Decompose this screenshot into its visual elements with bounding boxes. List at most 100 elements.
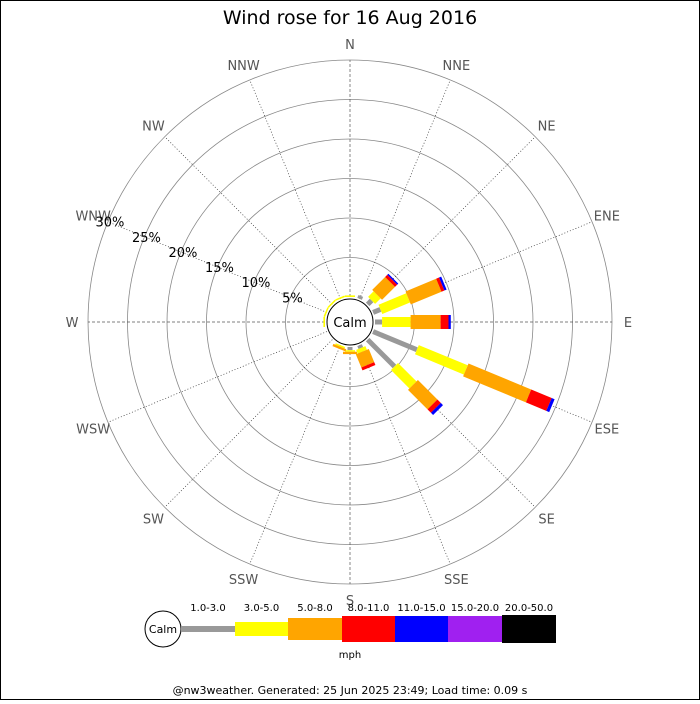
bar-NNW-3.0-5.0 <box>335 295 346 301</box>
ring-label-5: 5% <box>282 291 303 306</box>
bar-SE-3.0-5.0 <box>391 363 417 389</box>
bar-E-11.0-15.0 <box>448 315 451 329</box>
bar-ESE-3.0-5.0 <box>415 345 468 375</box>
legend-swatch-20.0-50.0 <box>502 615 556 643</box>
direction-label-NE: NE <box>538 119 556 134</box>
bar-SE-11.0-15.0 <box>430 402 443 415</box>
legend-label-20.0-50.0: 20.0-50.0 <box>505 603 553 614</box>
direction-label-ESE: ESE <box>594 422 619 437</box>
spoke-NE <box>367 136 536 305</box>
bar-SE-1.0-3.0 <box>365 337 397 369</box>
legend-unit-label: mph <box>339 650 361 661</box>
bar-ENE-1.0-3.0 <box>372 307 382 315</box>
bar-SSE-5.0-8.0 <box>355 349 375 368</box>
legend-swatch-11.0-15.0 <box>395 616 448 642</box>
legend-label-8.0-11.0: 8.0-11.0 <box>348 603 390 614</box>
legend-label-11.0-15.0: 11.0-15.0 <box>397 603 445 614</box>
direction-labels: N NNE NE ENE E ESE SE SSE S SSW SW WSW W WNW NW NNW <box>66 38 633 609</box>
bar-NE-1.0-3.0 <box>365 298 374 307</box>
bar-ESE-1.0-3.0 <box>372 329 418 352</box>
spoke-WNW <box>107 221 328 313</box>
direction-label-W: W <box>66 316 79 331</box>
spoke-NNW <box>249 79 341 300</box>
bar-WNW-3.0-5.0 <box>323 307 329 318</box>
legend-swatch-5.0-8.0 <box>288 618 342 640</box>
legend-swatch-15.0-20.0 <box>448 616 502 642</box>
legend-label-1.0-3.0: 1.0-3.0 <box>190 603 225 614</box>
bar-ENE-3.0-5.0 <box>378 293 410 314</box>
legend-swatch-8.0-11.0 <box>342 616 395 642</box>
ring-label-15: 15% <box>205 261 234 276</box>
bar-S-1.0-3.0 <box>347 347 353 351</box>
bar-NW-3.0-5.0 <box>327 299 336 308</box>
legend-label-15.0-20.0: 15.0-20.0 <box>451 603 499 614</box>
bar-SSE-3.0-5.0 <box>356 346 367 354</box>
ring-15 <box>206 178 494 466</box>
spoke-SSE <box>359 344 451 565</box>
direction-label-N: N <box>345 38 355 53</box>
direction-label-WSW: WSW <box>76 422 110 437</box>
direction-label-E: E <box>624 316 632 331</box>
direction-label-SW: SW <box>143 513 164 528</box>
direction-label-ENE: ENE <box>594 210 620 225</box>
spoke-SSW <box>249 344 341 565</box>
bar-S-3.0-5.0 <box>345 350 355 352</box>
bar-SSW-3.0-5.0 <box>335 343 346 349</box>
legend-swatch-1.0-3.0 <box>181 626 235 632</box>
direction-label-SSE: SSE <box>444 573 469 588</box>
direction-label-S: S <box>346 594 354 609</box>
spoke-NNE <box>359 79 451 300</box>
bar-E-8.0-11.0 <box>440 315 449 329</box>
legend-swatch-3.0-5.0 <box>235 622 288 636</box>
direction-label-NW: NW <box>142 119 165 134</box>
ring-label-10: 10% <box>241 276 270 291</box>
chart-title: Wind rose for 16 Aug 2016 <box>223 7 477 29</box>
bar-W-3.0-5.0 <box>323 317 325 327</box>
bar-NE-11.0-15.0 <box>387 273 399 285</box>
bar-SE-8.0-11.0 <box>427 399 441 413</box>
bar-SSE-8.0-11.0 <box>361 362 376 371</box>
bar-S-5.0-8.0 <box>343 351 357 355</box>
bar-ENE-11.0-15.0 <box>439 276 447 291</box>
bar-ESE-11.0-15.0 <box>546 398 555 413</box>
calm-circle-shape <box>326 298 374 346</box>
bar-NE-3.0-5.0 <box>368 291 381 304</box>
calm-circle: Calm <box>326 298 374 346</box>
legend-label-5.0-8.0: 5.0-8.0 <box>297 603 332 614</box>
footer-text: @nw3weather. Generated: 25 Jun 2025 23:4… <box>173 684 528 697</box>
bar-ENE-5.0-8.0 <box>405 278 442 305</box>
spoke-NW <box>164 136 333 305</box>
ring-label-25: 25% <box>132 231 161 246</box>
bar-NE-5.0-8.0 <box>372 277 395 300</box>
legend-calm-label: Calm <box>149 623 177 636</box>
bar-E-3.0-5.0 <box>382 317 411 327</box>
direction-label-NNW: NNW <box>227 59 259 74</box>
direction-label-WNW: WNW <box>75 210 111 225</box>
spoke-SW <box>164 339 333 508</box>
ring-label-30: 30% <box>95 216 124 231</box>
ring-label-20: 20% <box>168 246 197 261</box>
bar-SE-5.0-8.0 <box>408 380 438 410</box>
bar-E-5.0-8.0 <box>410 315 441 329</box>
legend: Calm 1.0-3.0 3.0-5.0 5.0-8.0 8.0-11.0 11.0-15… <box>144 603 556 661</box>
bar-E-1.0-3.0 <box>375 319 383 325</box>
bar-SSE-1.0-3.0 <box>357 344 364 349</box>
bar-N-3.0-5.0 <box>345 295 355 297</box>
bar-ESE-8.0-11.0 <box>525 389 552 411</box>
ring-10 <box>245 217 455 427</box>
bar-ENE-8.0-11.0 <box>436 277 445 292</box>
bar-NE-8.0-11.0 <box>385 274 398 287</box>
direction-label-SE: SE <box>538 513 554 528</box>
spoke-WSW <box>107 331 328 423</box>
bar-ESE-5.0-8.0 <box>463 363 532 403</box>
calm-label: Calm <box>333 316 366 331</box>
bar-SSW-5.0-8.0 <box>332 343 347 352</box>
bar-NNE-1.0-3.0 <box>357 295 364 300</box>
ring-labels: 5% 10% 15% 20% 25% 30% <box>95 216 302 307</box>
direction-label-NNE: NNE <box>443 59 471 74</box>
direction-label-SSW: SSW <box>229 573 259 588</box>
legend-label-3.0-5.0: 3.0-5.0 <box>244 603 279 614</box>
bars-layer <box>323 273 555 415</box>
